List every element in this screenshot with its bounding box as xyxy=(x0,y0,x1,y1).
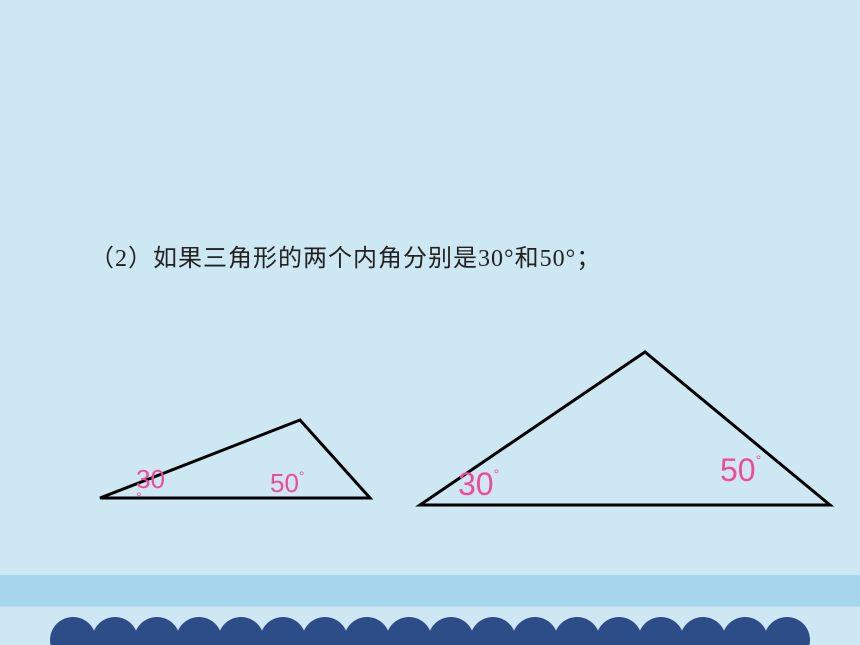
footer-band xyxy=(0,575,860,645)
scallop-circle xyxy=(680,617,726,645)
scallop-circle xyxy=(554,617,600,645)
scallop-circle xyxy=(50,617,96,645)
scallop-circle xyxy=(176,617,222,645)
scallop-circle xyxy=(302,617,348,645)
scallop-circle xyxy=(428,617,474,645)
triangle-small-angle-label-0: 30° xyxy=(136,468,165,515)
scallop-circle xyxy=(596,617,642,645)
scallop-circle xyxy=(470,617,516,645)
triangle-small-angle-label-1: 50° xyxy=(270,468,305,499)
scallop-row xyxy=(0,599,860,645)
scallop-circle xyxy=(218,617,264,645)
triangle-small-svg xyxy=(80,398,380,508)
scallop-circle xyxy=(260,617,306,645)
triangle-large-angle-label-1: 50° xyxy=(720,452,761,489)
scallop-circle xyxy=(512,617,558,645)
question-text: （2）如果三角形的两个内角分别是30°和50°； xyxy=(90,238,601,273)
triangle-large-angle-label-0: 30° xyxy=(458,466,499,503)
scallop-circle xyxy=(92,617,138,645)
scallop-circle xyxy=(386,617,432,645)
scallop-circle xyxy=(722,617,768,645)
scallop-circle xyxy=(638,617,684,645)
scallop-circle xyxy=(764,617,810,645)
triangle-small: 30°50° xyxy=(80,398,380,508)
triangle-large: 30° 50° xyxy=(400,340,850,515)
scallop-circle xyxy=(344,617,390,645)
scallop-circle xyxy=(134,617,180,645)
